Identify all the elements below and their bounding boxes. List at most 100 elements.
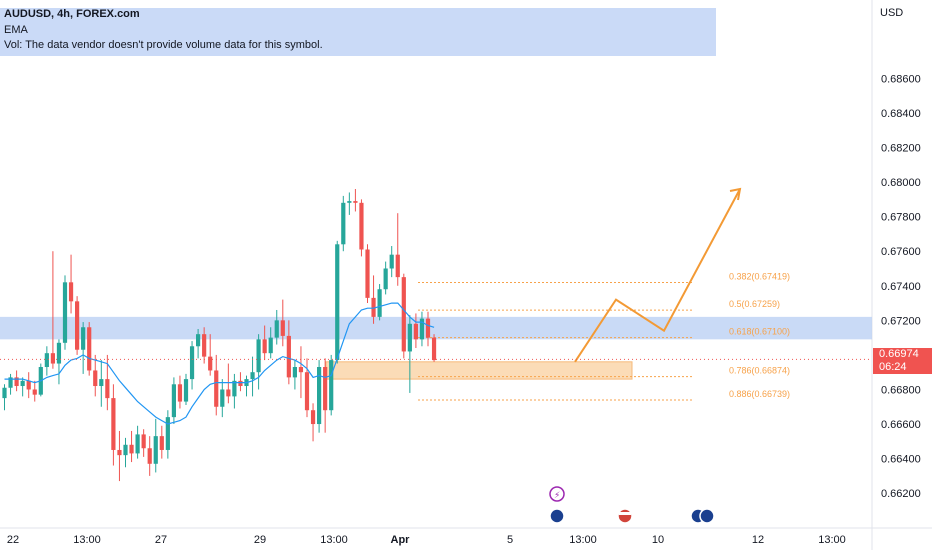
price-tick-label: 0.67600 bbox=[881, 246, 921, 258]
candle-body bbox=[365, 249, 370, 298]
price-tick-label: 0.66200 bbox=[881, 488, 921, 500]
candle-body bbox=[105, 379, 110, 399]
candle-body bbox=[32, 389, 37, 395]
candle-body bbox=[286, 335, 291, 378]
candle-body bbox=[371, 297, 376, 317]
candle-body bbox=[262, 339, 267, 354]
candle-body bbox=[183, 379, 189, 402]
time-tick-label: Apr bbox=[391, 534, 411, 546]
candle-body bbox=[304, 372, 310, 411]
candle-body bbox=[171, 384, 176, 418]
price-tick-label: 0.68400 bbox=[881, 108, 921, 120]
candle-body bbox=[129, 444, 134, 454]
volume-legend: Vol: The data vendor doesn't provide vol… bbox=[4, 39, 323, 51]
us-flag-stripe bbox=[619, 512, 631, 515]
candle-body bbox=[117, 449, 122, 456]
candle-body bbox=[341, 202, 346, 245]
australia-flag-icon[interactable] bbox=[699, 508, 715, 524]
candle-body bbox=[310, 410, 316, 425]
candle-body bbox=[62, 282, 68, 343]
candle-body bbox=[419, 318, 425, 340]
fib-level-label: 0.886(0.66739) bbox=[729, 389, 790, 399]
fib-level-label: 0.382(0.67419) bbox=[729, 271, 790, 281]
candle-body bbox=[335, 244, 340, 361]
candle-body bbox=[413, 323, 418, 340]
candle-body bbox=[292, 367, 297, 378]
candle-body bbox=[268, 337, 273, 354]
australia-flag-icon[interactable] bbox=[549, 508, 565, 524]
ema-legend: EMA bbox=[4, 24, 28, 36]
candle-body bbox=[44, 353, 49, 368]
candle-body bbox=[383, 268, 388, 290]
arrow-head bbox=[729, 187, 742, 201]
candle-body bbox=[377, 289, 382, 317]
price-tick-label: 0.67800 bbox=[881, 212, 921, 224]
price-tick-label: 0.67400 bbox=[881, 281, 921, 293]
time-tick-label: 13:00 bbox=[320, 534, 348, 546]
candle-body bbox=[280, 320, 285, 336]
current-price: 0.66974 bbox=[879, 348, 919, 360]
candle-body bbox=[359, 202, 364, 250]
price-tick-label: 0.66600 bbox=[881, 419, 921, 431]
candle-body bbox=[153, 436, 158, 464]
candle-body bbox=[202, 334, 207, 357]
time-tick-label: 13:00 bbox=[73, 534, 101, 546]
candle-body bbox=[389, 254, 394, 269]
candle-body bbox=[68, 282, 74, 302]
candle-body bbox=[141, 434, 146, 449]
time-tick-label: 13:00 bbox=[818, 534, 846, 546]
candle-body bbox=[250, 372, 255, 380]
candle-body bbox=[50, 353, 55, 364]
time-tick-label: 27 bbox=[155, 534, 167, 546]
candle-body bbox=[81, 327, 86, 350]
candle-body bbox=[238, 380, 243, 387]
candle-body bbox=[347, 201, 352, 203]
bar-countdown: 06:24 bbox=[879, 361, 907, 373]
candle-body bbox=[159, 436, 164, 450]
candle-body bbox=[220, 389, 225, 407]
candle-body bbox=[14, 377, 19, 387]
time-tick-label: 12 bbox=[752, 534, 764, 546]
candle-body bbox=[232, 380, 237, 397]
candle-body bbox=[323, 367, 328, 411]
candle-body bbox=[8, 377, 13, 388]
candle-body bbox=[317, 367, 322, 425]
candle-body bbox=[431, 337, 437, 361]
candle-body bbox=[329, 360, 334, 411]
candle-body bbox=[75, 301, 80, 350]
price-tick-label: 0.68000 bbox=[881, 177, 921, 189]
price-tick-label: 0.66400 bbox=[881, 454, 921, 466]
price-tick-label: 0.67200 bbox=[881, 315, 921, 327]
candle-body bbox=[401, 277, 406, 352]
candle-body bbox=[56, 342, 62, 364]
symbol-title: AUDUSD, 4h, FOREX.com bbox=[4, 8, 140, 20]
time-tick-label: 22 bbox=[7, 534, 19, 546]
lightning-icon[interactable] bbox=[549, 486, 565, 502]
candle-body bbox=[196, 334, 201, 347]
candle-body bbox=[407, 323, 412, 352]
price-tick-label: 0.68200 bbox=[881, 143, 921, 155]
candle-body bbox=[93, 370, 98, 387]
candle-body bbox=[353, 201, 358, 203]
candle-body bbox=[214, 370, 219, 407]
projection-arrow bbox=[574, 188, 741, 363]
candle-body bbox=[189, 346, 195, 380]
candle-body bbox=[123, 444, 128, 456]
candle-body bbox=[395, 254, 400, 278]
lightning-glyph: ⚡ bbox=[554, 491, 560, 501]
time-tick-label: 10 bbox=[652, 534, 664, 546]
candle-body bbox=[147, 448, 152, 464]
candle-body bbox=[298, 367, 304, 373]
legend-panel: AUDUSD, 4h, FOREX.com EMA Vol: The data … bbox=[0, 8, 716, 56]
candle-body bbox=[208, 356, 213, 371]
time-tick-label: 13:00 bbox=[569, 534, 597, 546]
fib-level-label: 0.618(0.67100) bbox=[729, 327, 790, 337]
fib-level-label: 0.5(0.67259) bbox=[729, 299, 780, 309]
candle-body bbox=[165, 417, 170, 450]
us-flag-icon[interactable] bbox=[617, 508, 633, 524]
candle-body bbox=[87, 327, 92, 371]
candle-body bbox=[135, 434, 140, 454]
candle-body bbox=[256, 339, 261, 373]
